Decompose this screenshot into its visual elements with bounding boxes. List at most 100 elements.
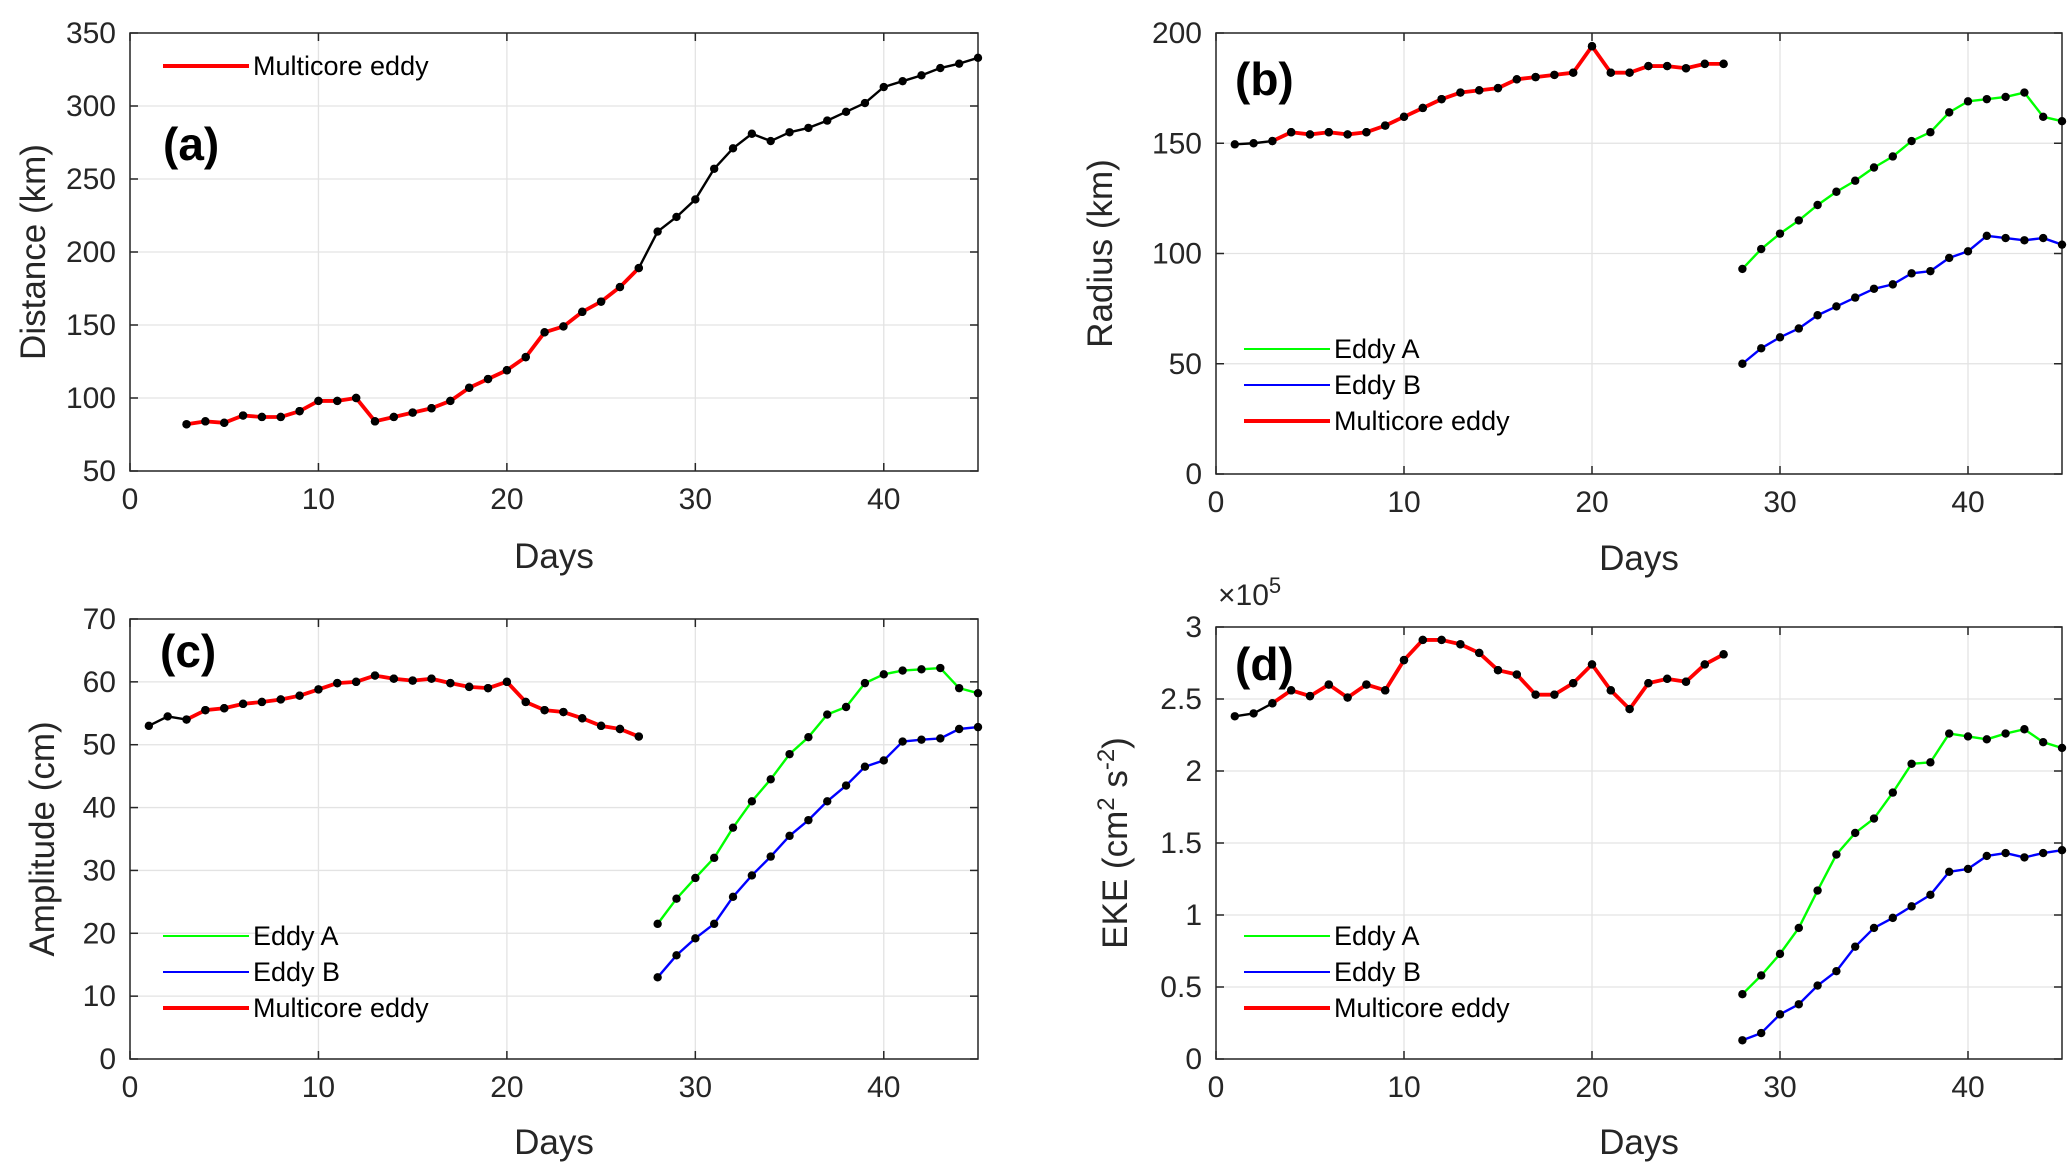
data-point	[804, 732, 813, 742]
data-point	[1757, 344, 1766, 353]
data-point	[766, 775, 775, 784]
data-point	[559, 322, 568, 331]
y-tick-label: 150	[66, 309, 116, 342]
data-point	[1794, 923, 1804, 933]
x-tick-label: 20	[490, 1071, 523, 1104]
y-tick-label: 2	[1185, 755, 1202, 788]
data-point	[1663, 674, 1672, 684]
data-point	[936, 63, 945, 73]
data-point	[578, 307, 587, 317]
data-point	[785, 749, 794, 759]
data-point	[2001, 729, 2010, 738]
legend-entry: Multicore eddy	[163, 51, 429, 81]
data-point	[936, 734, 945, 743]
data-point	[1700, 59, 1710, 69]
data-point	[1230, 140, 1240, 149]
data-point	[747, 129, 757, 138]
y-tick-label: 20	[83, 917, 116, 950]
data-point	[1249, 139, 1258, 148]
data-point	[973, 688, 983, 698]
data-point	[653, 919, 662, 929]
x-axis-label: Days	[514, 537, 594, 576]
y-label-part: EKE (cm	[1096, 811, 1135, 949]
x-tick-label: 10	[1387, 486, 1420, 519]
data-point	[1982, 231, 1992, 241]
legend-label: Eddy A	[1334, 921, 1420, 951]
legend-label: Multicore eddy	[253, 51, 429, 81]
x-tick-label: 20	[490, 483, 523, 516]
data-point	[1794, 324, 1804, 333]
data-point	[201, 705, 210, 715]
data-point	[201, 417, 210, 426]
data-point	[314, 396, 323, 406]
data-point	[1982, 851, 1992, 861]
data-point	[1362, 128, 1371, 137]
data-point	[841, 781, 851, 790]
legend-entry: Eddy A	[163, 921, 339, 951]
panel-c: 0 10 20 30 40 0 10 20 30 40 50 60 70 Days Amplitude (c…	[23, 603, 983, 1162]
data-point	[540, 705, 549, 715]
data-point	[936, 663, 945, 673]
data-point	[615, 724, 625, 734]
data-point	[2057, 846, 2067, 855]
data-point	[879, 82, 888, 92]
data-point	[1362, 680, 1371, 689]
data-point	[973, 722, 983, 732]
y-tick-label: 60	[83, 666, 116, 699]
data-point	[860, 98, 870, 108]
legend-entry: Multicore eddy	[1244, 406, 1510, 436]
data-point	[238, 699, 248, 709]
data-point	[1587, 42, 1597, 51]
x-tick-label: 0	[122, 1071, 139, 1104]
series-line-eddy-a	[656, 666, 979, 925]
data-point	[276, 695, 285, 704]
data-point	[672, 212, 681, 222]
data-point	[163, 712, 172, 721]
x-axis-label: Days	[514, 1123, 594, 1162]
data-point	[1926, 758, 1935, 767]
x-axis-label: Days	[1599, 1123, 1679, 1162]
data-point	[672, 894, 681, 903]
data-point	[2020, 725, 2029, 734]
data-point	[2039, 233, 2048, 243]
data-point	[1738, 1036, 1747, 1045]
series-line-multicore-eddy	[186, 266, 641, 427]
data-point	[785, 128, 794, 137]
data-point	[1813, 981, 1822, 990]
data-point	[389, 674, 399, 683]
x-tick-label: 10	[302, 483, 335, 516]
y-tick-label: 0	[1185, 1043, 1202, 1076]
data-point	[1437, 635, 1446, 645]
data-point	[1757, 244, 1766, 254]
y-tick-label: 50	[83, 455, 116, 488]
data-point	[1456, 88, 1465, 97]
data-point	[804, 815, 813, 825]
data-point	[1381, 686, 1390, 695]
data-point	[1869, 163, 1879, 172]
data-point	[1888, 280, 1898, 289]
data-point	[1305, 130, 1315, 139]
data-point	[295, 691, 304, 700]
data-point	[672, 951, 681, 960]
data-point	[182, 420, 191, 429]
data-point	[1851, 828, 1860, 838]
data-point	[747, 797, 757, 806]
data-point	[1343, 693, 1352, 702]
data-point	[691, 195, 700, 204]
data-point	[1681, 677, 1691, 686]
x-tick-label: 10	[302, 1071, 335, 1104]
y-multiplier: ×105	[1218, 573, 1281, 613]
legend-entry: Eddy B	[1244, 957, 1421, 987]
y-tick-label: 70	[83, 603, 116, 636]
x-tick-label: 10	[1387, 1071, 1420, 1104]
data-point	[634, 263, 643, 273]
y-tick-label: 200	[1152, 17, 1202, 50]
data-point	[728, 892, 738, 902]
data-point	[1963, 97, 1973, 106]
y-axis-label: Amplitude (cm)	[23, 721, 62, 956]
data-point	[1888, 152, 1898, 161]
data-point	[2020, 236, 2029, 245]
data-point	[973, 53, 983, 63]
x-tick-label: 30	[679, 1071, 712, 1104]
data-point	[1268, 699, 1277, 708]
